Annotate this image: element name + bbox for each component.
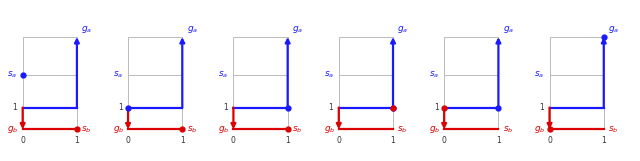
Text: $s_b$: $s_b$ bbox=[608, 124, 618, 135]
Text: $s_a$: $s_a$ bbox=[429, 70, 439, 80]
Text: $g_b$: $g_b$ bbox=[324, 124, 335, 135]
Text: 0: 0 bbox=[20, 136, 25, 145]
Text: $g_a$: $g_a$ bbox=[608, 24, 620, 35]
Text: 1: 1 bbox=[496, 136, 500, 145]
Text: 0: 0 bbox=[231, 136, 236, 145]
Text: 1: 1 bbox=[602, 136, 606, 145]
Text: $g_b$: $g_b$ bbox=[429, 124, 440, 135]
Text: $g_a$: $g_a$ bbox=[503, 24, 514, 35]
Text: $g_a$: $g_a$ bbox=[397, 24, 408, 35]
Text: $s_b$: $s_b$ bbox=[292, 124, 303, 135]
Text: 0: 0 bbox=[442, 136, 447, 145]
Text: 1: 1 bbox=[180, 136, 185, 145]
Text: 1: 1 bbox=[285, 136, 290, 145]
Text: $g_a$: $g_a$ bbox=[81, 24, 92, 35]
Text: $s_a$: $s_a$ bbox=[8, 70, 18, 80]
Text: 1: 1 bbox=[74, 136, 79, 145]
Text: $s_b$: $s_b$ bbox=[187, 124, 197, 135]
Text: $g_a$: $g_a$ bbox=[187, 24, 198, 35]
Text: $g_b$: $g_b$ bbox=[218, 124, 230, 135]
Text: $g_b$: $g_b$ bbox=[113, 124, 124, 135]
Text: 1: 1 bbox=[390, 136, 396, 145]
Text: 1: 1 bbox=[328, 103, 333, 112]
Text: $g_a$: $g_a$ bbox=[292, 24, 303, 35]
Text: $s_b$: $s_b$ bbox=[503, 124, 513, 135]
Text: 0: 0 bbox=[125, 136, 131, 145]
Text: $s_a$: $s_a$ bbox=[218, 70, 228, 80]
Text: $g_b$: $g_b$ bbox=[8, 124, 19, 135]
Text: 1: 1 bbox=[540, 103, 544, 112]
Text: 1: 1 bbox=[118, 103, 123, 112]
Text: $s_a$: $s_a$ bbox=[324, 70, 334, 80]
Text: 0: 0 bbox=[337, 136, 341, 145]
Text: $s_a$: $s_a$ bbox=[113, 70, 123, 80]
Text: 1: 1 bbox=[223, 103, 228, 112]
Text: $s_a$: $s_a$ bbox=[534, 70, 545, 80]
Text: $s_b$: $s_b$ bbox=[397, 124, 408, 135]
Text: $s_b$: $s_b$ bbox=[81, 124, 92, 135]
Text: 0: 0 bbox=[547, 136, 552, 145]
Text: 1: 1 bbox=[13, 103, 17, 112]
Text: 1: 1 bbox=[434, 103, 439, 112]
Text: $g_b$: $g_b$ bbox=[534, 124, 546, 135]
